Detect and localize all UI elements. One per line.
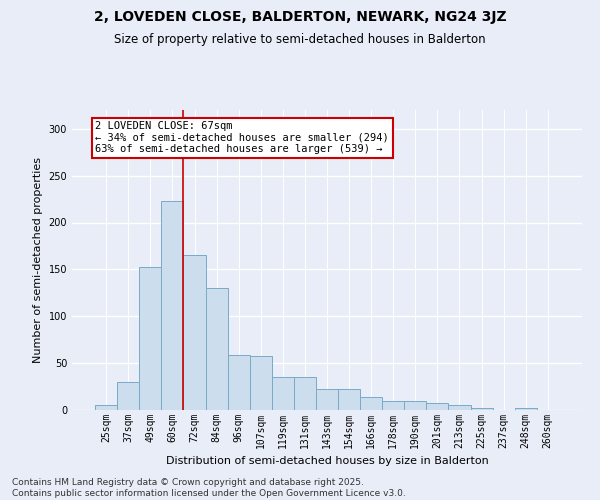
Bar xyxy=(95,406,117,410)
Bar xyxy=(250,356,272,410)
Text: Size of property relative to semi-detached houses in Balderton: Size of property relative to semi-detach… xyxy=(114,32,486,46)
Bar xyxy=(139,266,161,410)
Bar xyxy=(316,390,338,410)
Y-axis label: Number of semi-detached properties: Number of semi-detached properties xyxy=(33,157,43,363)
X-axis label: Distribution of semi-detached houses by size in Balderton: Distribution of semi-detached houses by … xyxy=(166,456,488,466)
Bar xyxy=(206,288,227,410)
Bar xyxy=(427,404,448,410)
Bar xyxy=(227,354,250,410)
Bar xyxy=(161,201,184,410)
Bar xyxy=(470,408,493,410)
Bar xyxy=(294,377,316,410)
Text: 2, LOVEDEN CLOSE, BALDERTON, NEWARK, NG24 3JZ: 2, LOVEDEN CLOSE, BALDERTON, NEWARK, NG2… xyxy=(94,10,506,24)
Bar xyxy=(448,406,470,410)
Bar xyxy=(338,390,360,410)
Bar xyxy=(382,400,404,410)
Bar xyxy=(272,377,294,410)
Bar xyxy=(515,408,537,410)
Bar xyxy=(184,256,206,410)
Bar xyxy=(360,397,382,410)
Bar xyxy=(404,400,427,410)
Bar xyxy=(117,382,139,410)
Text: 2 LOVEDEN CLOSE: 67sqm
← 34% of semi-detached houses are smaller (294)
63% of se: 2 LOVEDEN CLOSE: 67sqm ← 34% of semi-det… xyxy=(95,121,389,154)
Text: Contains HM Land Registry data © Crown copyright and database right 2025.
Contai: Contains HM Land Registry data © Crown c… xyxy=(12,478,406,498)
